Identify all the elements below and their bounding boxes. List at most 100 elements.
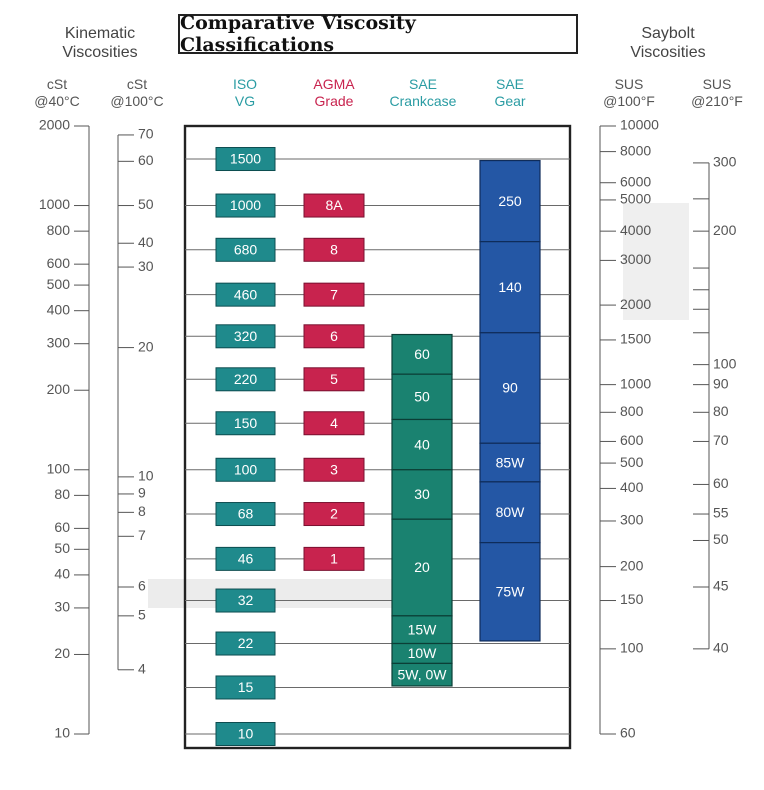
cst40-tick-label-13: 30 xyxy=(54,599,70,615)
sus210-tick-label-10: 40 xyxy=(713,640,729,656)
sus100-tick-label-5: 3000 xyxy=(620,251,651,267)
iso-header-line1: ISO xyxy=(232,76,258,92)
sae-crankcase-label-3: 30 xyxy=(414,486,430,502)
sae-gear-segment-3 xyxy=(479,442,541,483)
sus210-tick-label-0: 300 xyxy=(713,154,737,170)
cst100-tick-label-5: 20 xyxy=(138,338,154,354)
iso-vg-box-10 xyxy=(215,588,276,613)
iso-vg-label-4: 320 xyxy=(234,328,258,344)
sus210-header-line2: @210°F xyxy=(691,93,743,109)
saybolt-header-line1: Saybolt xyxy=(641,25,695,42)
sus210-header-line1: SUS xyxy=(702,76,732,92)
cst100-tick-label-6: 10 xyxy=(138,468,154,484)
sus210-tick-label-2: 100 xyxy=(713,355,737,371)
iso-vg-box-6 xyxy=(215,411,276,436)
sus210-header: SUS @210°F xyxy=(680,76,754,110)
agma-label-3: 6 xyxy=(330,328,338,344)
sae-gear-label-0: 250 xyxy=(498,193,522,209)
cst100-tick-label-10: 6 xyxy=(138,578,146,594)
iso-vg-box-2 xyxy=(215,237,276,262)
sae-gear-segment-4 xyxy=(479,481,541,544)
sus100-tick-label-13: 300 xyxy=(620,512,644,528)
sae-crankcase-label-0: 60 xyxy=(414,346,430,362)
iso-vg-label-2: 680 xyxy=(234,242,258,258)
sae-crankcase-header-line2: Crankcase xyxy=(389,93,457,109)
sus100-tick-label-1: 8000 xyxy=(620,142,651,158)
iso-vg-label-11: 22 xyxy=(238,635,254,651)
sus100-tick-label-4: 4000 xyxy=(620,222,651,238)
iso-vg-label-13: 10 xyxy=(238,726,254,742)
agma-header-line2: Grade xyxy=(314,93,354,109)
agma-box-8 xyxy=(303,546,365,571)
sae-crankcase-header-line1: SAE xyxy=(408,76,437,92)
sus100-tick-label-16: 100 xyxy=(620,640,644,656)
agma-box-7 xyxy=(303,502,365,527)
cst40-tick-label-10: 60 xyxy=(54,519,70,535)
sus100-tick-label-8: 1000 xyxy=(620,375,651,391)
sus100-tick-label-2: 6000 xyxy=(620,173,651,189)
sae-gear-header-line1: SAE xyxy=(495,76,524,92)
iso-vg-label-0: 1500 xyxy=(230,151,261,167)
cst100-tick-label-9: 7 xyxy=(138,527,146,543)
sus100-tick-label-15: 150 xyxy=(620,591,644,607)
agma-box-0 xyxy=(303,193,365,218)
cst100-header-line1: cSt xyxy=(126,76,148,92)
iso-vg-box-12 xyxy=(215,675,276,700)
sae-crankcase-label-1: 50 xyxy=(414,389,430,405)
sae-gear-label-3: 85W xyxy=(496,454,526,470)
cst100-tick-label-0: 70 xyxy=(138,126,154,142)
cst40-tick-label-2: 800 xyxy=(47,222,71,238)
agma-box-5 xyxy=(303,411,365,436)
sae-crankcase-label-7: 5W, 0W xyxy=(397,666,447,682)
sae-crankcase-label-4: 20 xyxy=(414,559,430,575)
cst40-tick-label-14: 20 xyxy=(54,645,70,661)
sus210-tick-label-7: 55 xyxy=(713,505,729,521)
agma-box-2 xyxy=(303,282,365,307)
cst100-tick-label-2: 50 xyxy=(138,196,154,212)
cst40-tick-label-3: 600 xyxy=(47,255,71,271)
sus100-tick-label-3: 5000 xyxy=(620,191,651,207)
sae-gear-label-2: 90 xyxy=(502,380,518,396)
iso-vg-label-9: 46 xyxy=(238,551,254,567)
shade-band-sus xyxy=(623,203,689,320)
sus100-tick-label-6: 2000 xyxy=(620,296,651,312)
iso-header-line2: VG xyxy=(234,93,256,109)
iso-vg-label-7: 100 xyxy=(234,461,258,477)
sae-gear-segment-1 xyxy=(479,241,541,334)
sus210-tick-label-5: 70 xyxy=(713,432,729,448)
agma-label-0: 8A xyxy=(325,197,343,213)
sae-gear-segment-0 xyxy=(479,159,541,243)
sae-crankcase-segment-5 xyxy=(391,615,453,645)
cst40-header-line2: @40°C xyxy=(34,93,80,109)
sus210-tick-label-1: 200 xyxy=(713,222,737,238)
sae-crankcase-segment-1 xyxy=(391,373,453,421)
sus100-tick-label-11: 500 xyxy=(620,454,644,470)
iso-vg-box-4 xyxy=(215,324,276,349)
kinematic-header-line1: Kinematic xyxy=(64,25,136,42)
iso-vg-label-10: 32 xyxy=(238,592,254,608)
agma-box-4 xyxy=(303,367,365,392)
agma-label-8: 1 xyxy=(330,551,338,567)
agma-label-7: 2 xyxy=(330,506,338,522)
iso-vg-box-3 xyxy=(215,282,276,307)
iso-vg-box-1 xyxy=(215,193,276,218)
agma-label-6: 3 xyxy=(330,461,338,477)
iso-vg-box-7 xyxy=(215,457,276,482)
sae-crankcase-label-2: 40 xyxy=(414,436,430,452)
cst40-tick-label-8: 100 xyxy=(47,460,71,476)
cst100-tick-label-1: 60 xyxy=(138,152,154,168)
cst100-tick-label-7: 9 xyxy=(138,485,146,501)
sus100-tick-label-17: 60 xyxy=(620,725,636,741)
sus100-tick-label-12: 400 xyxy=(620,479,644,495)
cst40-tick-label-5: 400 xyxy=(47,301,71,317)
cst40-tick-label-12: 40 xyxy=(54,566,70,582)
iso-vg-header: ISO VG xyxy=(210,76,280,110)
agma-label-4: 5 xyxy=(330,371,338,387)
sus100-tick-label-0: 10000 xyxy=(620,117,659,133)
agma-grade-header: AGMA Grade xyxy=(298,76,370,110)
agma-box-6 xyxy=(303,457,365,482)
cst100-tick-label-8: 8 xyxy=(138,503,146,519)
iso-vg-box-5 xyxy=(215,367,276,392)
cst40-tick-label-7: 200 xyxy=(47,381,71,397)
